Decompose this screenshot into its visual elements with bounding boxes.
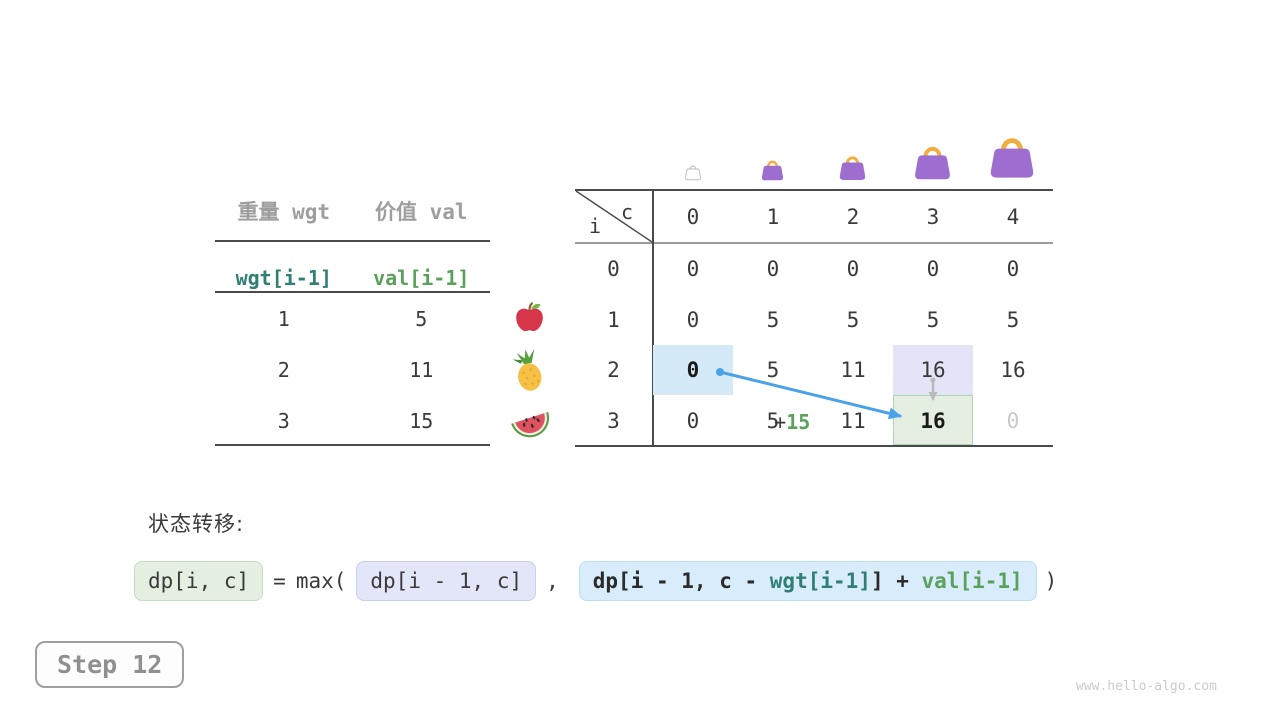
equals-sign: = [273,569,286,593]
item-row-1: 1 5 [215,307,490,331]
item-1-weight: 1 [277,307,290,331]
pineapple-icon [512,348,542,391]
divider-line [215,444,490,446]
dp-cell-2-4: 16 [1000,358,1026,382]
dp-table-header-line [575,242,1053,244]
row-label-2: 2 [607,358,620,382]
col-label-1: 1 [766,205,780,229]
row-label-0: 0 [607,257,620,281]
formula-lhs: dp[i, c] [134,561,264,601]
row-label-1: 1 [607,308,620,332]
item-1-value: 5 [415,307,428,331]
highlight-target-cell [893,395,973,445]
transition-add-annotation: +15 [726,386,810,458]
item-3-weight: 3 [277,409,290,433]
value-column-header: 价值 val [374,200,468,224]
val-code-label: val[i-1] [373,266,470,290]
arg-add-mid: ] + [870,569,922,593]
apple-icon [516,302,543,332]
bag-capacity-1-icon [761,160,784,181]
item-2-value: 11 [409,358,434,382]
empty-bag-icon [684,165,702,181]
dp-cell-0-3: 0 [926,257,940,281]
arg-add-val: val[i-1] [921,569,1023,593]
dp-cell-2-2: 11 [840,358,866,382]
dp-cell-1-3: 5 [926,308,940,332]
item-3-value: 15 [409,409,434,433]
divider-line [215,240,490,242]
corner-col-variable: c [620,200,634,224]
state-transition-formula: dp[i, c] = max( dp[i - 1, c] , dp[i - 1,… [134,560,1057,602]
dp-table-vertical-line [652,189,654,447]
dp-table-bottom-line [575,445,1053,447]
dp-cell-1-0: 0 [686,308,700,332]
weight-column-header: 重量 wgt [237,200,331,224]
dp-cell-1-1: 5 [766,308,780,332]
step-badge: Step 12 [35,641,185,688]
arg-add-wgt: wgt[i-1] [769,569,871,593]
arg-add-pre: dp[i - 1, c - [592,569,770,593]
bag-capacity-2-icon [839,156,866,180]
item-table-header: 重量 wgt 价值 val [215,196,490,226]
dp-cell-2-3: 16 [920,358,946,382]
dp-cell-1-2: 5 [846,308,860,332]
formula-arg-add: dp[i - 1, c - wgt[i-1]] + val[i-1] [578,561,1037,601]
watermelon-icon [511,411,550,438]
row-label-3: 3 [607,409,620,433]
item-2-weight: 2 [277,358,290,382]
dp-cell-0-4: 0 [1006,257,1020,281]
formula-arg-keep: dp[i - 1, c] [356,561,537,601]
bag-capacity-4-icon [990,138,1034,178]
col-label-0: 0 [686,205,700,229]
dp-cell-0-0: 0 [686,257,700,281]
plus-sign: + [774,410,787,434]
step-label: Step 12 [57,650,163,679]
bag-capacity-3-icon [915,146,950,180]
corner-row-variable: i [588,214,602,238]
watermark: www.hello-algo.com [1076,679,1217,694]
dp-cell-3-4: 0 [1006,409,1020,433]
dp-cell-3-3: 16 [920,409,946,433]
divider-line [215,291,490,293]
col-label-2: 2 [846,205,860,229]
item-table-code-row: wgt[i-1] val[i-1] [215,266,490,290]
item-row-2: 2 11 [215,358,490,382]
added-value: 15 [786,410,811,434]
dp-cell-2-0: 0 [686,358,700,382]
col-label-3: 3 [926,205,940,229]
max-open: max( [295,569,347,593]
dp-cell-2-1: 5 [766,358,780,382]
comma-sign: , [546,569,559,593]
close-paren: ) [1044,569,1058,593]
state-transition-label: 状态转移: [148,512,245,536]
dp-cell-3-0: 0 [686,409,700,433]
dp-cell-0-2: 0 [846,257,860,281]
col-label-4: 4 [1006,205,1020,229]
wgt-code-label: wgt[i-1] [235,266,332,290]
dp-table-top-line [575,189,1053,191]
dp-cell-1-4: 5 [1006,308,1020,332]
dp-cell-3-2: 11 [840,409,866,433]
item-row-3: 3 15 [215,409,490,433]
dp-cell-0-1: 0 [766,257,780,281]
